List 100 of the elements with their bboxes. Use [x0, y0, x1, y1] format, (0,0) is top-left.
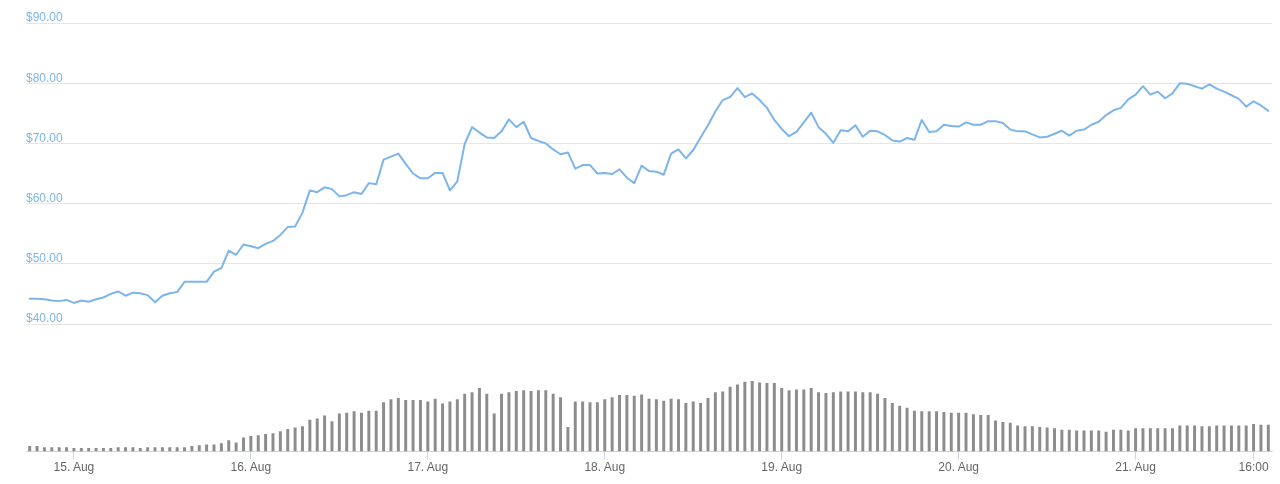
bar	[330, 421, 334, 452]
bar	[595, 402, 599, 452]
bar	[1060, 429, 1064, 452]
bar	[389, 399, 393, 452]
bar	[441, 403, 445, 452]
bar	[699, 402, 703, 452]
x-tick-label: 17. Aug	[407, 460, 449, 475]
bar	[219, 443, 223, 452]
bar	[1112, 429, 1115, 452]
bar	[1170, 428, 1174, 452]
bar	[374, 410, 378, 452]
bar	[411, 400, 415, 452]
bar	[1237, 425, 1241, 452]
bar	[116, 447, 120, 452]
bar	[175, 447, 179, 452]
y-tick-label: $80.00	[26, 70, 64, 85]
bar	[713, 392, 717, 452]
bar	[160, 447, 164, 452]
bar	[197, 445, 201, 452]
bar	[1075, 430, 1079, 452]
bar	[684, 402, 688, 452]
bar	[912, 410, 916, 452]
bar	[1148, 428, 1152, 452]
bar	[573, 401, 577, 452]
bar	[183, 447, 186, 452]
bar	[736, 384, 739, 452]
bar	[404, 400, 408, 452]
bar	[942, 412, 946, 452]
bar	[780, 388, 784, 452]
bar	[949, 412, 953, 452]
bar	[50, 447, 54, 452]
bar	[249, 436, 253, 452]
bar	[920, 411, 924, 452]
bar	[146, 447, 150, 452]
bar	[846, 391, 850, 452]
bar	[957, 412, 961, 452]
bar	[1193, 425, 1197, 452]
bar	[1038, 426, 1042, 452]
bar	[500, 393, 504, 452]
y-tick-label: $50.00	[26, 251, 64, 266]
bar	[477, 388, 481, 452]
bar	[42, 447, 46, 452]
bar	[337, 413, 341, 452]
x-tick-label: 19. Aug	[761, 460, 803, 475]
bar	[853, 391, 857, 452]
bar	[677, 399, 680, 452]
bar	[662, 400, 666, 452]
bar	[927, 411, 931, 452]
bar	[802, 389, 806, 452]
bar	[625, 395, 629, 452]
bar	[308, 419, 312, 452]
bar	[898, 405, 902, 452]
bar	[817, 392, 821, 452]
bar	[1252, 424, 1256, 452]
bar	[323, 415, 327, 452]
bar	[433, 398, 437, 452]
bar	[721, 391, 725, 452]
bar	[242, 437, 245, 452]
bar	[1134, 428, 1138, 452]
bar	[522, 390, 526, 452]
bar	[1001, 421, 1005, 452]
bar	[868, 392, 872, 452]
bar	[772, 383, 776, 452]
bar	[345, 412, 349, 452]
x-tick-label: 16. Aug	[230, 460, 272, 475]
bar	[455, 399, 459, 452]
bar	[765, 383, 769, 452]
bar	[971, 414, 975, 452]
bar	[101, 448, 105, 452]
bar	[109, 448, 113, 452]
bar	[1030, 426, 1034, 452]
bar	[890, 402, 894, 452]
bar	[794, 389, 798, 452]
bar	[551, 393, 555, 452]
bar	[514, 390, 518, 452]
bar	[79, 448, 83, 452]
bar	[72, 448, 76, 452]
bar	[382, 402, 386, 452]
bar	[979, 414, 983, 452]
bar	[1185, 425, 1189, 452]
bar	[315, 418, 319, 452]
bar	[640, 394, 644, 452]
bar	[227, 440, 231, 452]
bar	[359, 412, 363, 452]
bar	[131, 447, 135, 452]
bar	[256, 435, 260, 452]
x-tick-label: 20. Aug	[938, 460, 980, 475]
bar	[824, 393, 828, 452]
bar	[1259, 424, 1263, 452]
bar	[536, 390, 540, 452]
bar	[1244, 425, 1248, 452]
bar	[1016, 425, 1020, 452]
bar	[367, 410, 371, 452]
bar	[964, 412, 968, 452]
bar	[87, 448, 91, 452]
bar	[743, 381, 747, 452]
bar	[544, 390, 548, 452]
bar	[65, 447, 69, 452]
bar	[301, 426, 304, 452]
bar	[286, 429, 290, 452]
